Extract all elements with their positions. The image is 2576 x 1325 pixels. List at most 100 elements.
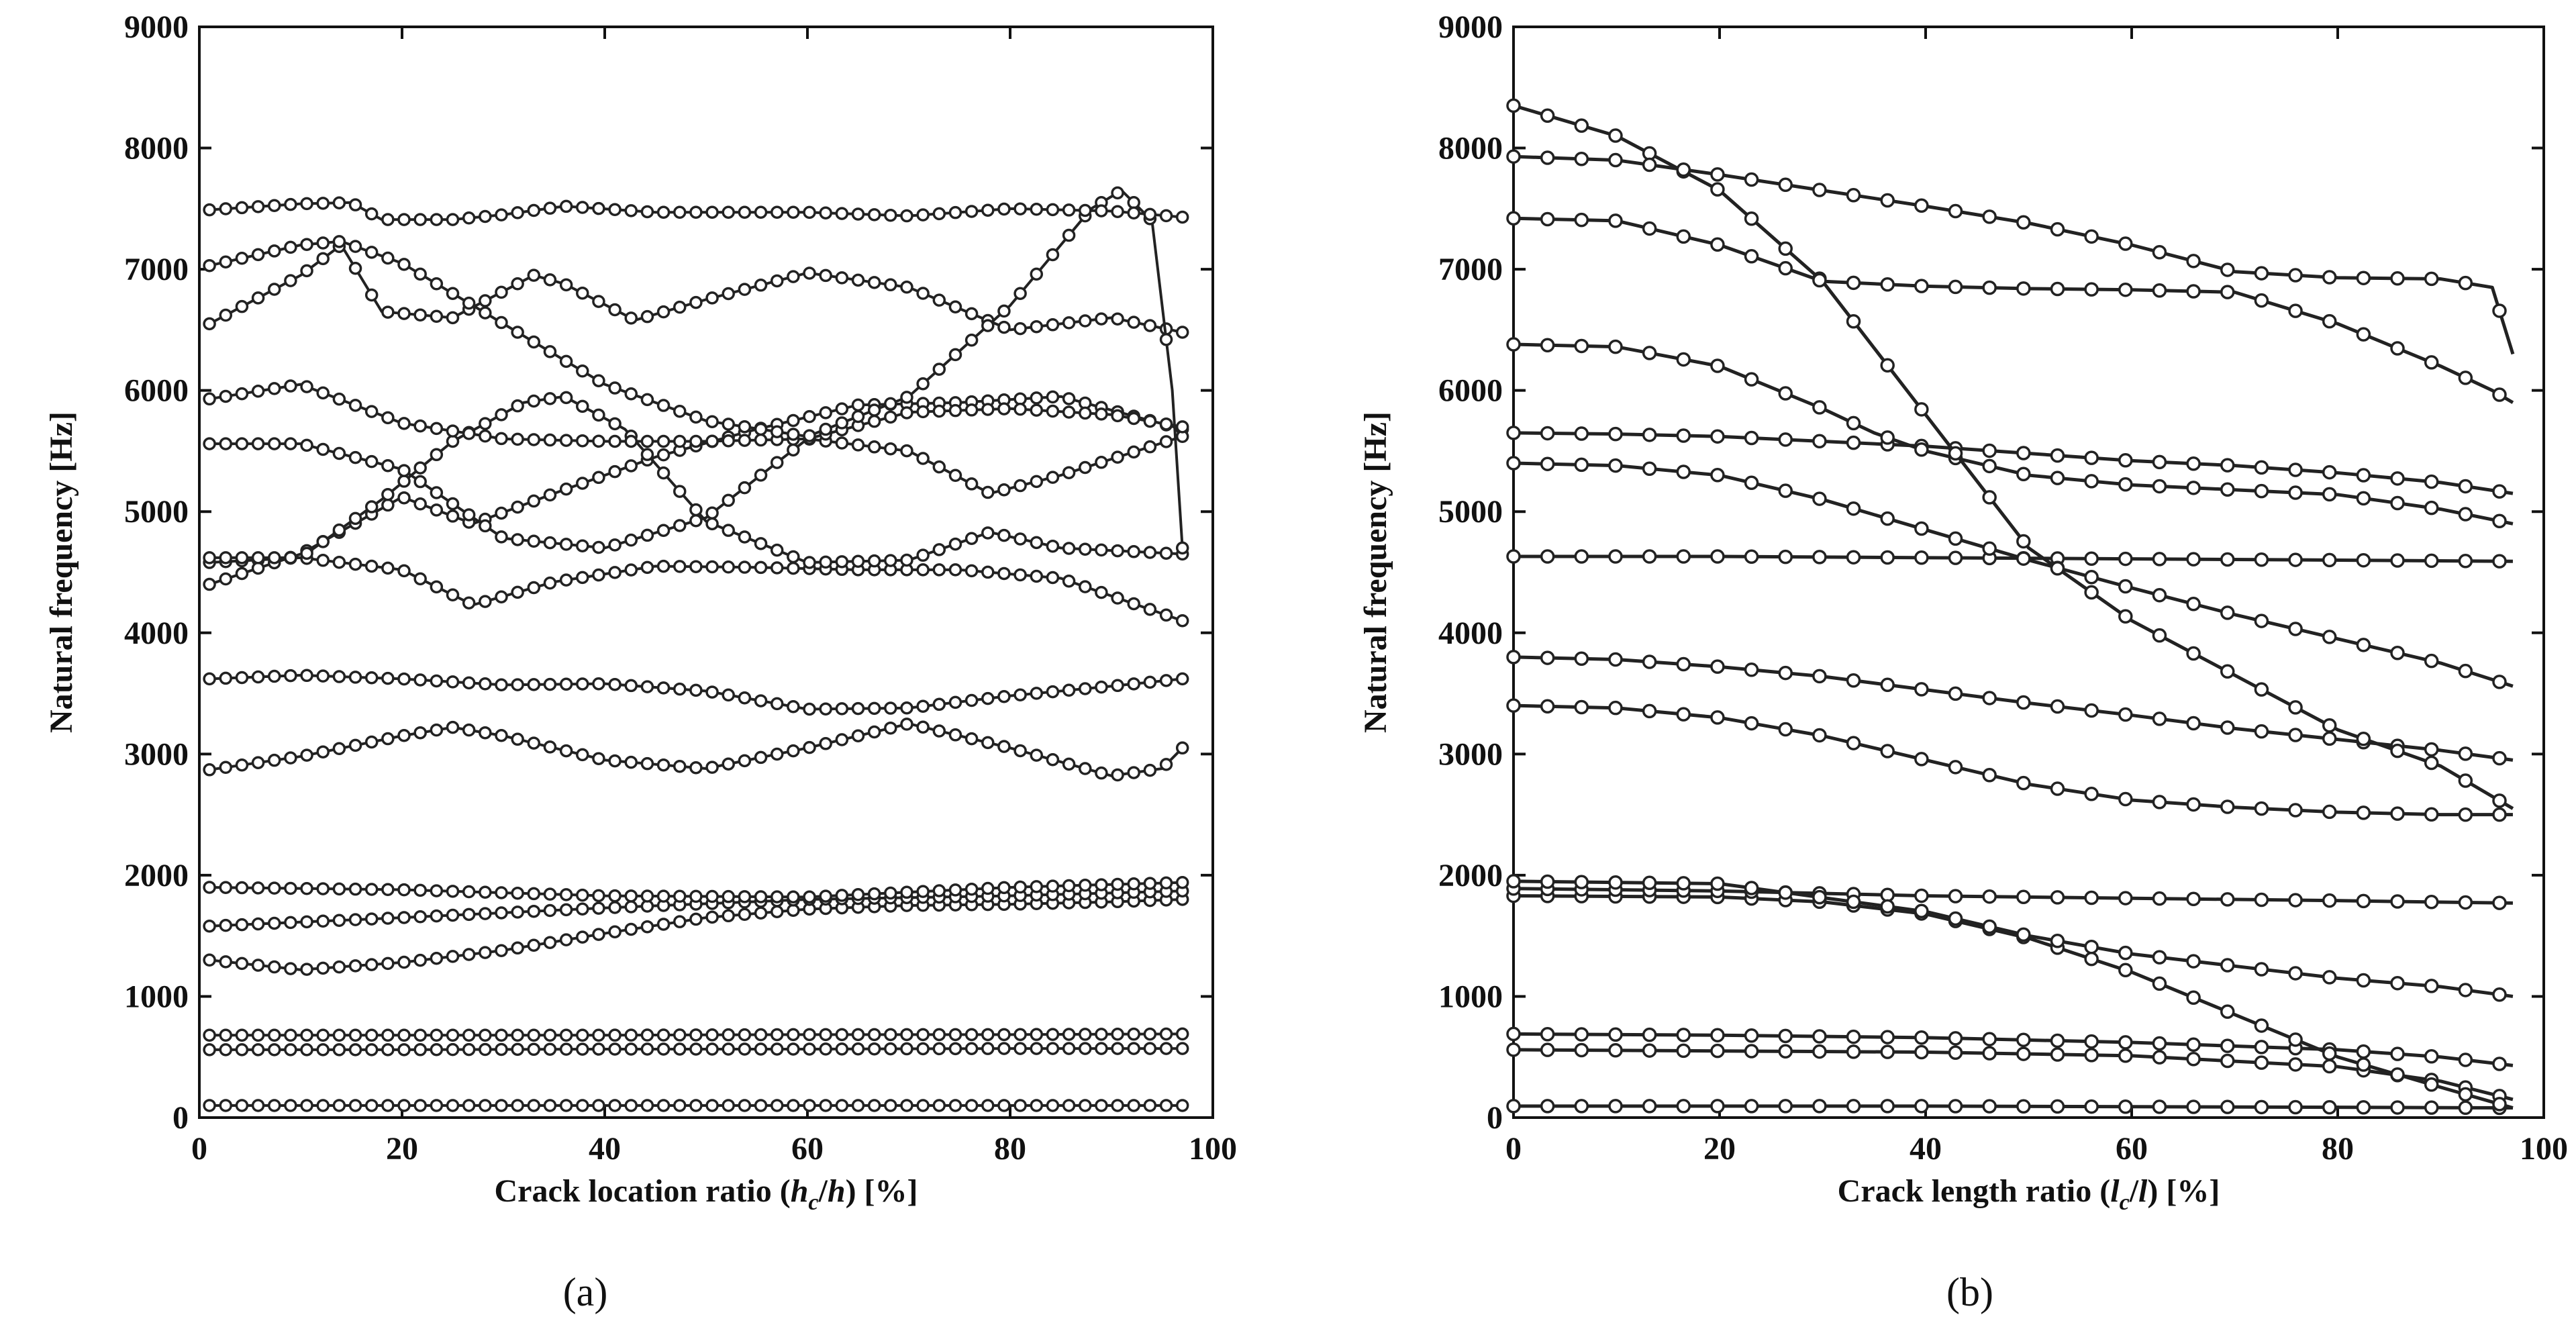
series-marker-4: [203, 953, 216, 967]
series-marker-6: [219, 881, 233, 894]
series-marker-14: [2424, 355, 2439, 370]
series-marker-2: [1982, 1046, 1997, 1061]
series-marker-4: [705, 910, 719, 924]
series-marker-15: [1948, 203, 1963, 219]
series-marker-14: [754, 279, 768, 292]
series-marker-12: [2118, 477, 2133, 492]
series-marker-4: [251, 959, 265, 972]
series-marker-7: [608, 754, 622, 768]
series-marker-13: [1540, 108, 1555, 124]
series-marker-12: [705, 506, 719, 520]
series-marker-3: [1046, 1028, 1060, 1041]
series-marker-14: [576, 286, 589, 300]
series-marker-13: [624, 434, 638, 448]
series-marker-2: [835, 1042, 849, 1056]
series-marker-14: [705, 291, 719, 305]
series-marker-10: [2288, 622, 2303, 636]
series-marker-11: [1540, 426, 1555, 441]
series-marker-6: [673, 889, 687, 903]
series-marker-14: [495, 285, 508, 299]
series-marker-7: [495, 728, 508, 742]
series-marker-4: [722, 909, 735, 923]
series-marker-12: [1013, 479, 1027, 493]
series-marker-5: [300, 915, 313, 929]
series-marker-2: [1175, 1042, 1189, 1055]
series-marker-3: [900, 1028, 913, 1042]
y-tick-label: 9000: [124, 9, 189, 45]
series-marker-6: [2016, 927, 2031, 942]
series-marker-16: [479, 209, 492, 224]
series-marker-3: [624, 1028, 638, 1042]
series-marker-14: [543, 273, 557, 287]
series-marker-12: [1642, 346, 1657, 360]
series-marker-15: [803, 429, 816, 442]
series-marker-15: [364, 246, 379, 259]
series-marker-9: [2118, 551, 2133, 567]
y-tick-label: 0: [172, 1100, 189, 1136]
series-marker-8: [2050, 699, 2065, 714]
y-tick-label: 1000: [124, 979, 189, 1014]
series-marker-7: [592, 752, 605, 765]
series-marker-7: [2390, 806, 2405, 821]
series-marker-4: [2254, 1018, 2269, 1033]
series-marker-7: [851, 729, 865, 742]
series-marker-12: [348, 450, 362, 464]
series-marker-8: [2424, 742, 2439, 757]
series-marker-6: [1046, 879, 1060, 893]
series-marker-15: [884, 397, 897, 411]
series-marker-7: [1078, 762, 1092, 775]
series-marker-3: [2458, 1052, 2473, 1067]
series-marker-16: [932, 207, 946, 221]
series-marker-5: [559, 903, 573, 917]
series-marker-4: [689, 912, 703, 926]
series-marker-1: [397, 1099, 411, 1112]
series-marker-8: [348, 671, 362, 684]
x-tick-label: 0: [191, 1131, 207, 1167]
series-marker-1: [754, 1099, 768, 1112]
plot-frame: [1512, 26, 2545, 1119]
series-marker-3: [1095, 1028, 1108, 1041]
series-marker-9: [479, 595, 492, 608]
series-marker-7: [576, 748, 589, 762]
series-marker-14: [1982, 280, 1997, 295]
series-marker-11: [2390, 471, 2405, 486]
series-marker-2: [1506, 1042, 1521, 1057]
series-marker-15: [1642, 157, 1657, 173]
series-marker-5: [2016, 889, 2031, 905]
series-marker-9: [1574, 549, 1589, 564]
series-marker-9: [2492, 554, 2507, 569]
series-marker-4: [332, 960, 346, 974]
series-marker-12: [1574, 338, 1589, 354]
series-marker-11: [1078, 542, 1092, 556]
series-marker-12: [2492, 513, 2507, 529]
series-marker-16: [754, 205, 768, 219]
series-marker-7: [1812, 728, 1827, 743]
series-marker-4: [738, 907, 752, 922]
series-marker-14: [1642, 221, 1657, 236]
series-marker-12: [511, 533, 524, 546]
series-marker-13: [640, 434, 654, 448]
y-tick-label: 6000: [1438, 373, 1503, 409]
series-marker-6: [1143, 877, 1157, 890]
series-marker-1: [2356, 1100, 2371, 1115]
series-marker-16: [592, 201, 605, 215]
series-marker-6: [1159, 876, 1173, 890]
series-marker-10: [656, 448, 671, 462]
series-marker-13: [705, 434, 719, 448]
series-marker-12: [462, 508, 476, 522]
series-marker-12: [576, 539, 589, 552]
series-marker-11: [997, 528, 1011, 542]
series-marker-12: [1030, 475, 1044, 489]
series-marker-1: [835, 1099, 849, 1112]
series-marker-3: [1608, 1027, 1623, 1042]
series-marker-4: [495, 944, 508, 957]
series-marker-13: [2492, 793, 2507, 808]
series-marker-8: [1608, 652, 1623, 667]
series-marker-12: [2152, 479, 2167, 494]
series-marker-1: [1744, 1099, 1759, 1114]
series-marker-6: [2322, 970, 2337, 985]
series-marker-1: [819, 1099, 832, 1112]
series-marker-11: [1812, 434, 1827, 449]
series-marker-7: [2254, 801, 2269, 816]
series-marker-9: [1676, 549, 1691, 564]
